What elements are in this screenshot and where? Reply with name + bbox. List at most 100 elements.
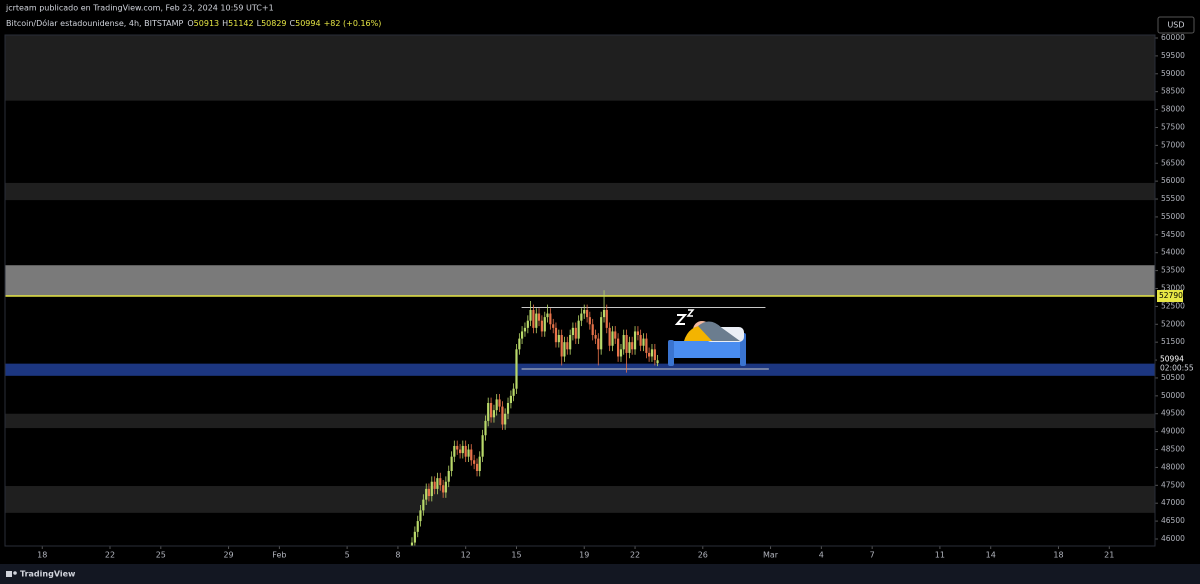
candle-body bbox=[554, 327, 558, 343]
candle-body bbox=[631, 342, 634, 350]
candle-body bbox=[619, 349, 623, 357]
candle-body bbox=[504, 413, 507, 425]
candle-body bbox=[436, 478, 439, 489]
bed bbox=[668, 341, 746, 358]
candle-body bbox=[419, 510, 422, 522]
x-tick-label: 4 bbox=[819, 551, 824, 560]
candle-body bbox=[628, 342, 631, 353]
candle-body bbox=[546, 313, 549, 318]
candle-body bbox=[439, 478, 442, 486]
x-tick-label: Feb bbox=[272, 551, 286, 560]
l-label: L bbox=[257, 19, 262, 28]
sleeping-icon bbox=[668, 309, 746, 366]
y-tick-label: 54000 bbox=[1161, 248, 1185, 257]
candle-body bbox=[489, 403, 493, 418]
candle-body bbox=[515, 349, 518, 389]
y-tick-label: 48000 bbox=[1161, 462, 1185, 471]
candle-body bbox=[636, 331, 640, 336]
y-tick-label: 56500 bbox=[1161, 158, 1185, 167]
candle-body bbox=[492, 410, 496, 418]
candle-body bbox=[526, 320, 529, 328]
last-price-tag bbox=[1157, 353, 1191, 374]
legend: Bitcoin/Dólar estadounidense, 4h, BITSTA… bbox=[6, 18, 381, 28]
candle-body bbox=[464, 445, 467, 457]
candle-body bbox=[557, 335, 560, 343]
y-tick-label: 59000 bbox=[1161, 69, 1185, 78]
y-tick-label: 55500 bbox=[1161, 194, 1185, 203]
candle-body bbox=[588, 317, 591, 325]
candle-body bbox=[540, 320, 543, 332]
blanket bbox=[698, 321, 740, 341]
candle-body bbox=[473, 460, 476, 464]
candle-body bbox=[425, 488, 428, 500]
candle-body bbox=[520, 331, 524, 339]
candle-body bbox=[529, 309, 532, 321]
candle-body bbox=[650, 349, 654, 357]
brand: TradingView bbox=[20, 570, 76, 579]
y-tick-label: 46000 bbox=[1161, 534, 1185, 543]
candle-body bbox=[574, 327, 577, 339]
candle-body bbox=[487, 403, 490, 421]
candle-body bbox=[535, 313, 538, 328]
x-tick-label: 15 bbox=[511, 551, 521, 560]
y-tick-label: 56000 bbox=[1161, 176, 1185, 185]
candle-body bbox=[444, 481, 447, 493]
candle-body bbox=[447, 470, 450, 482]
candle-body bbox=[498, 399, 501, 407]
candle-body bbox=[478, 456, 481, 471]
candle-body bbox=[422, 499, 425, 511]
y-tick-label: 48500 bbox=[1161, 445, 1185, 454]
x-tick-label: 18 bbox=[37, 551, 47, 560]
candle-body bbox=[543, 317, 546, 332]
x-tick-label: 21 bbox=[1104, 551, 1114, 560]
x-tick-label: 19 bbox=[579, 551, 589, 560]
candle-body bbox=[450, 456, 453, 471]
zone bbox=[5, 413, 1155, 429]
candle-body bbox=[481, 435, 484, 457]
candle-body bbox=[580, 313, 583, 321]
h-value: 51142 bbox=[228, 19, 253, 28]
candle-body bbox=[586, 309, 589, 318]
y-tick-label: 58500 bbox=[1161, 87, 1185, 96]
l-value: 50829 bbox=[261, 19, 286, 28]
candle-body bbox=[594, 335, 597, 339]
c-value: 50994 bbox=[295, 19, 320, 28]
zz bbox=[674, 314, 688, 325]
candle-body bbox=[475, 463, 479, 471]
candle-body bbox=[413, 531, 416, 543]
candle-body bbox=[633, 331, 637, 350]
x-tick-label: 5 bbox=[345, 551, 350, 560]
candle-body bbox=[608, 327, 611, 346]
candle-body bbox=[427, 488, 431, 497]
x-tick-label: 22 bbox=[105, 551, 115, 560]
currency-button[interactable] bbox=[1157, 16, 1195, 34]
y-tick-label: 53000 bbox=[1161, 283, 1185, 292]
candle-body bbox=[512, 388, 515, 396]
zone bbox=[5, 182, 1155, 201]
publisher: jcrteam publicado en TradingView.com, Fe… bbox=[5, 4, 274, 13]
change: +82 (+0.16%) bbox=[324, 19, 382, 28]
x-tick-label: 22 bbox=[630, 551, 640, 560]
zone bbox=[5, 265, 1155, 296]
bed-leg bbox=[668, 340, 674, 366]
currency[interactable]: USD bbox=[1167, 21, 1184, 30]
c-label: C bbox=[290, 19, 296, 28]
candle-body bbox=[506, 403, 510, 414]
y-tick-label: 47500 bbox=[1161, 480, 1185, 489]
candle-body bbox=[597, 338, 600, 350]
logo-mark bbox=[6, 571, 12, 577]
candle-body bbox=[416, 521, 419, 532]
candle-body bbox=[569, 335, 572, 350]
x-tick-label: 11 bbox=[935, 551, 945, 560]
candle-body bbox=[639, 335, 642, 346]
candle-body bbox=[552, 324, 555, 328]
candle-body bbox=[456, 445, 459, 450]
candle-body bbox=[656, 360, 659, 364]
logo-mark bbox=[13, 571, 17, 575]
candle-body bbox=[532, 309, 535, 328]
y-tick-label: 60000 bbox=[1161, 33, 1185, 42]
candle-body bbox=[453, 445, 456, 457]
candle-body bbox=[617, 338, 620, 357]
candle-body bbox=[484, 420, 487, 436]
